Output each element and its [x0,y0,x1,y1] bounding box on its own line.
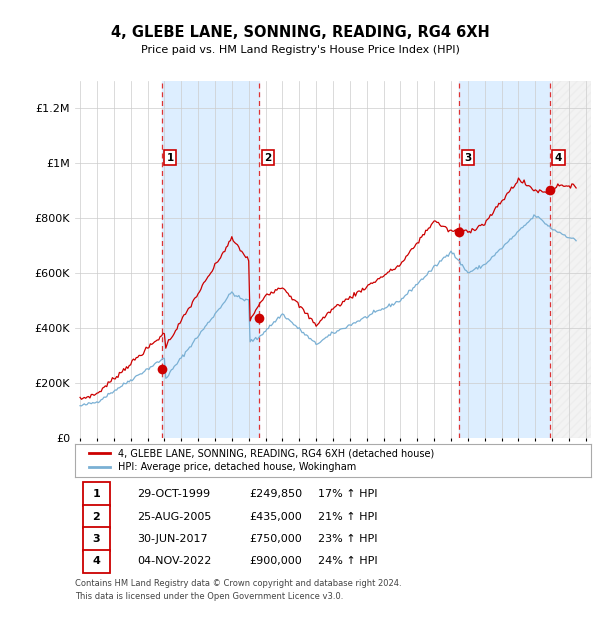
Bar [161,81,259,438]
Bar [552,81,591,438]
Text: Price paid vs. HM Land Registry's House Price Index (HPI): Price paid vs. HM Land Registry's House … [140,45,460,55]
Text: £750,000: £750,000 [249,534,302,544]
Text: 30-JUN-2017: 30-JUN-2017 [137,534,208,544]
Text: 2: 2 [92,512,100,521]
Text: 04-NOV-2022: 04-NOV-2022 [137,557,211,567]
Legend: 4, GLEBE LANE, SONNING, READING, RG4 6XH (detached house), HPI: Average price, d: 4, GLEBE LANE, SONNING, READING, RG4 6XH… [85,444,438,476]
FancyBboxPatch shape [83,482,110,506]
FancyBboxPatch shape [83,550,110,573]
Text: £435,000: £435,000 [249,512,302,521]
Text: 4, GLEBE LANE, SONNING, READING, RG4 6XH: 4, GLEBE LANE, SONNING, READING, RG4 6XH [110,25,490,40]
Text: 23% ↑ HPI: 23% ↑ HPI [317,534,377,544]
Bar [460,81,550,438]
Text: 21% ↑ HPI: 21% ↑ HPI [317,512,377,521]
FancyBboxPatch shape [83,505,110,528]
Text: Contains HM Land Registry data © Crown copyright and database right 2024.
This d: Contains HM Land Registry data © Crown c… [75,579,401,601]
Text: 4: 4 [554,153,562,162]
Text: 1: 1 [167,153,174,162]
Text: 3: 3 [92,534,100,544]
Text: £249,850: £249,850 [249,489,302,499]
Text: 1: 1 [92,489,100,499]
Text: 29-OCT-1999: 29-OCT-1999 [137,489,210,499]
Text: £900,000: £900,000 [249,557,302,567]
Text: 25-AUG-2005: 25-AUG-2005 [137,512,211,521]
Text: 17% ↑ HPI: 17% ↑ HPI [317,489,377,499]
Text: 24% ↑ HPI: 24% ↑ HPI [317,557,377,567]
Text: 4: 4 [92,557,100,567]
FancyBboxPatch shape [83,528,110,551]
Text: 3: 3 [464,153,472,162]
Text: 2: 2 [265,153,272,162]
